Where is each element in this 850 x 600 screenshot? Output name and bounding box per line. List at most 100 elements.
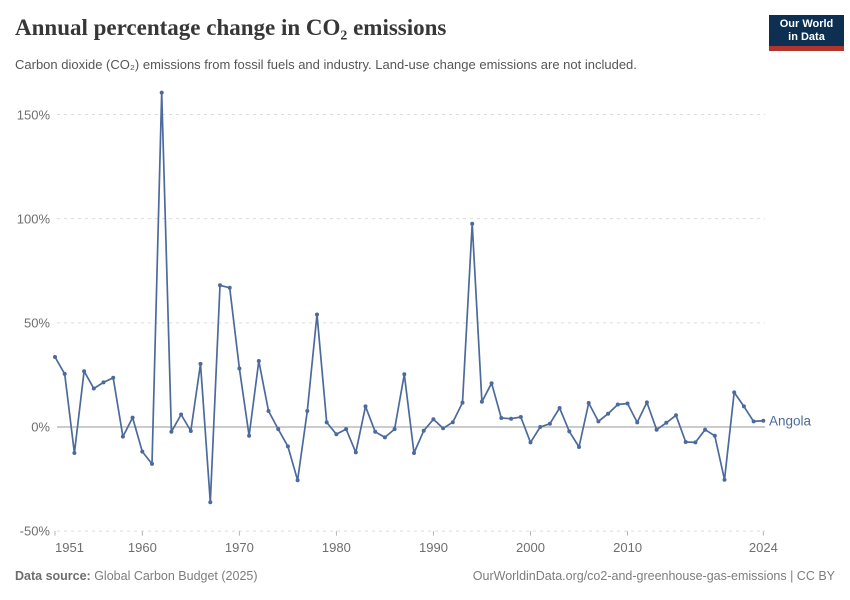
data-point[interactable] (625, 401, 630, 406)
data-point[interactable] (140, 449, 145, 454)
data-point[interactable] (159, 90, 164, 95)
data-point[interactable] (334, 432, 339, 437)
data-point[interactable] (470, 221, 475, 226)
data-point[interactable] (751, 419, 756, 424)
data-point[interactable] (120, 434, 125, 439)
data-point[interactable] (62, 371, 67, 376)
x-axis-label-1951: 1951 (55, 540, 84, 555)
data-point[interactable] (567, 429, 572, 434)
data-point[interactable] (150, 461, 154, 466)
y-axis-label-150: 150% (16, 107, 50, 122)
data-point[interactable] (732, 390, 737, 395)
data-point[interactable] (644, 400, 649, 405)
x-axis-label-2024: 2024 (748, 540, 778, 555)
data-point[interactable] (421, 428, 426, 433)
chart-subtitle: Carbon dioxide (CO₂) emissions from foss… (15, 57, 637, 72)
owid-logo-line2: in Data (788, 30, 825, 43)
data-point[interactable] (538, 425, 543, 429)
data-point[interactable] (547, 421, 552, 426)
data-point[interactable] (324, 420, 329, 425)
data-point[interactable] (654, 427, 659, 432)
data-point[interactable] (450, 420, 455, 425)
data-point[interactable] (761, 418, 766, 423)
data-point[interactable] (208, 500, 213, 505)
data-point[interactable] (460, 400, 465, 405)
x-axis-label-2010: 2010 (613, 540, 643, 555)
data-point[interactable] (586, 401, 591, 405)
data-point[interactable] (606, 411, 611, 416)
data-source-value: Global Carbon Budget (2025) (90, 569, 258, 583)
data-point[interactable] (703, 427, 708, 432)
data-point[interactable] (266, 409, 271, 413)
line-series-angola (54, 91, 764, 504)
data-point[interactable] (402, 372, 407, 377)
data-point[interactable] (431, 417, 436, 422)
data-point[interactable] (615, 402, 620, 407)
data-point[interactable] (373, 429, 378, 434)
data-point[interactable] (479, 399, 484, 404)
data-point[interactable] (489, 381, 494, 386)
footer-right: OurWorldinData.org/co2-and-greenhouse-ga… (473, 569, 835, 583)
data-point[interactable] (722, 477, 727, 482)
data-point[interactable] (382, 435, 387, 440)
y-axis-label-100: 100% (16, 211, 50, 227)
data-point[interactable] (353, 450, 358, 455)
data-point[interactable] (683, 440, 688, 444)
chart-footer: Data source: Global Carbon Budget (2025)… (15, 569, 835, 583)
data-point[interactable] (315, 312, 319, 317)
data-point[interactable] (693, 440, 698, 445)
footer-separator: | (786, 569, 797, 583)
series-entity-label[interactable]: Angola (769, 413, 812, 429)
x-axis-label-2000: 2000 (516, 540, 545, 555)
data-point[interactable] (53, 355, 57, 359)
data-point[interactable] (82, 369, 87, 374)
data-point[interactable] (363, 404, 368, 409)
data-point[interactable] (91, 386, 96, 391)
data-point[interactable] (577, 445, 581, 449)
data-point[interactable] (441, 426, 446, 431)
data-point[interactable] (169, 429, 174, 434)
data-point[interactable] (198, 361, 203, 366)
data-point[interactable] (557, 406, 562, 410)
line-chart-plot[interactable] (0, 85, 850, 555)
data-point[interactable] (72, 451, 77, 455)
data-point[interactable] (111, 375, 116, 380)
y-axis-label-0: 0% (31, 419, 50, 435)
data-point[interactable] (188, 429, 193, 433)
data-point[interactable] (674, 413, 678, 418)
data-source-note: Data source: Global Carbon Budget (2025) (15, 569, 258, 583)
data-point[interactable] (227, 285, 232, 290)
data-point[interactable] (518, 415, 523, 419)
x-axis-label-1980: 1980 (321, 540, 351, 555)
data-point[interactable] (712, 433, 717, 438)
footer-license: CC BY (796, 569, 835, 583)
data-point[interactable] (179, 412, 184, 417)
data-point[interactable] (528, 440, 533, 445)
data-point[interactable] (499, 416, 504, 420)
x-axis-label-1990: 1990 (419, 540, 448, 555)
y-axis-label-50: 50% (23, 315, 50, 331)
data-point[interactable] (392, 427, 397, 432)
data-point[interactable] (237, 366, 242, 371)
data-point[interactable] (344, 427, 349, 432)
data-point[interactable] (305, 409, 310, 413)
data-point[interactable] (412, 451, 416, 455)
data-point[interactable] (256, 359, 261, 363)
owid-logo-line1: Our World (779, 17, 834, 30)
data-point[interactable] (218, 283, 222, 288)
data-point[interactable] (130, 415, 135, 420)
x-axis-label-1970: 1970 (224, 540, 254, 555)
data-point[interactable] (276, 427, 281, 432)
data-point[interactable] (741, 404, 746, 409)
y-axis-label-neg50: -50% (19, 523, 50, 539)
footer-url[interactable]: OurWorldinData.org/co2-and-greenhouse-ga… (472, 569, 787, 583)
owid-logo[interactable]: Our World in Data (769, 15, 844, 51)
data-point[interactable] (664, 420, 669, 425)
data-point[interactable] (247, 433, 252, 438)
data-point[interactable] (635, 420, 640, 425)
data-point[interactable] (509, 416, 514, 421)
data-point[interactable] (596, 419, 601, 424)
data-point[interactable] (285, 444, 290, 449)
data-point[interactable] (101, 380, 106, 385)
data-point[interactable] (295, 478, 300, 483)
